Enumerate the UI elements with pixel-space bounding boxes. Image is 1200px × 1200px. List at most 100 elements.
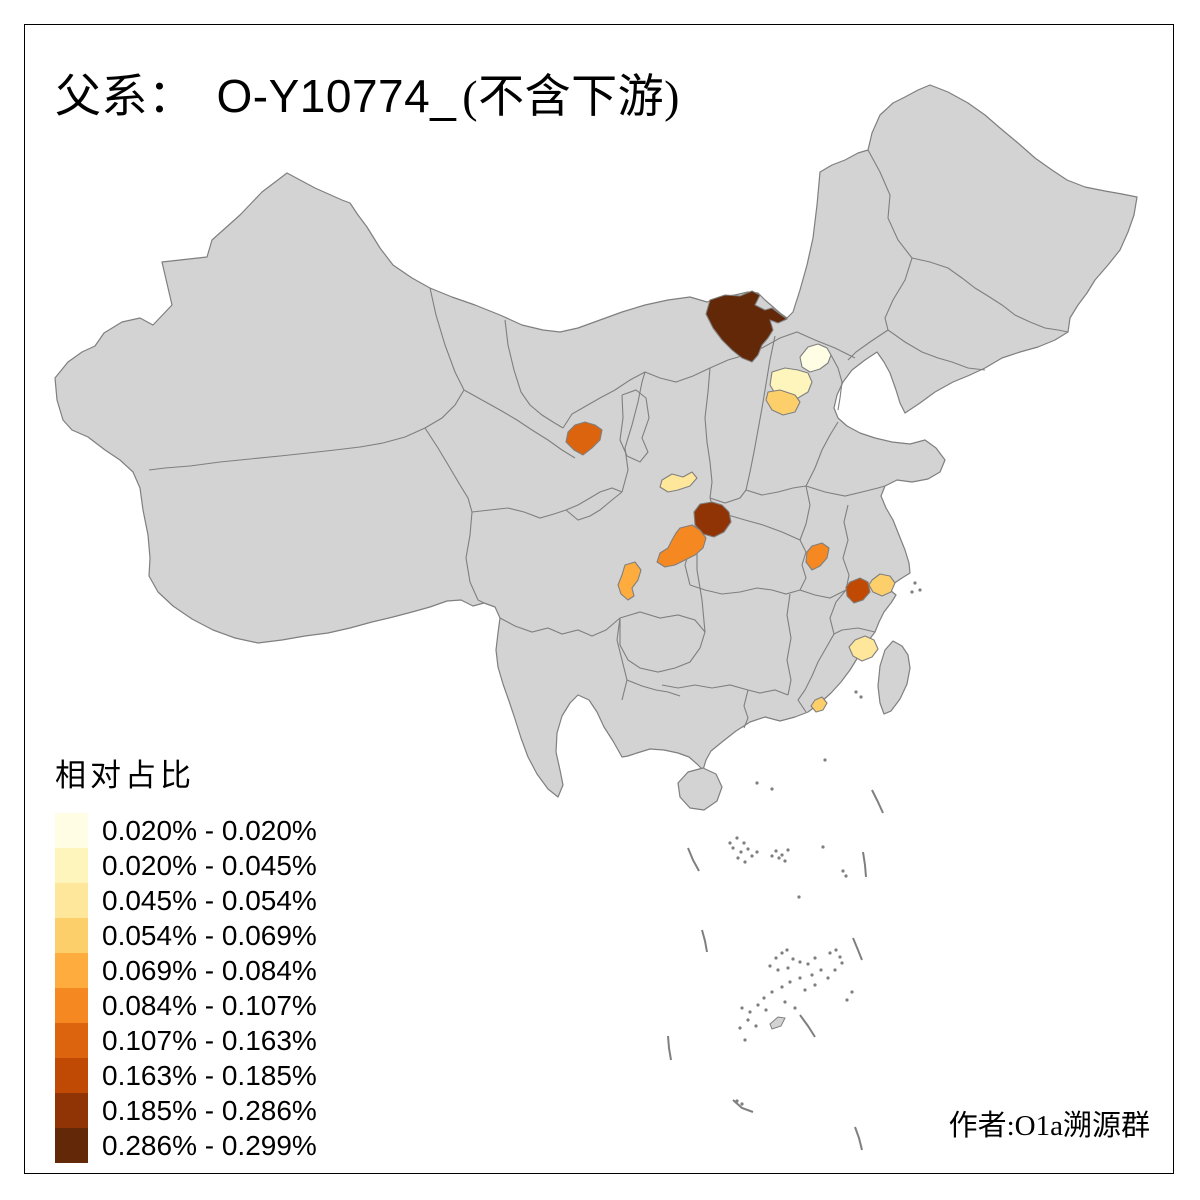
island-dot (910, 590, 914, 594)
map-title: 父系： O-Y10774_ (不含下游) (55, 60, 680, 126)
island-dot (806, 962, 810, 966)
island-dot (834, 948, 838, 952)
island-dot (788, 980, 792, 984)
legend-swatch-9 (55, 1093, 88, 1128)
island-dot (736, 856, 740, 860)
island-dot (823, 758, 827, 762)
choropleth-region-9 (617, 561, 642, 601)
island-dot (738, 1026, 742, 1030)
title-prefix: 父系： (55, 71, 195, 122)
island-dot (768, 964, 772, 968)
choropleth-region-13 (848, 635, 879, 662)
island-dot (780, 985, 784, 989)
island-dot (742, 841, 746, 845)
island-dot (821, 845, 825, 849)
island-dot (918, 588, 922, 592)
island-dot (746, 847, 750, 851)
island-dot (780, 951, 784, 955)
island-dot (791, 957, 795, 961)
island-dot (755, 781, 759, 785)
island-dot (740, 1102, 744, 1106)
legend-label-3: 0.045% - 0.054% (102, 884, 317, 916)
island-dot (728, 841, 732, 845)
choropleth-regions (565, 290, 896, 713)
choropleth-region-2 (799, 343, 832, 373)
legend-swatch-10 (55, 1128, 88, 1163)
island-dots (728, 581, 922, 1106)
title-suffix: (不含下游) (462, 71, 680, 122)
legend-label-4: 0.054% - 0.069% (102, 919, 317, 951)
legend-swatch-8 (55, 1058, 88, 1093)
choropleth-region-10 (805, 542, 830, 571)
legend-label-8: 0.163% - 0.185% (102, 1059, 317, 1091)
island-dot (739, 850, 743, 854)
legend-swatch-4 (55, 918, 88, 953)
island-dot (783, 1000, 787, 1004)
island-dot (770, 990, 774, 994)
island-dot (798, 976, 802, 980)
island-dot (859, 695, 863, 699)
island-dot (844, 874, 848, 878)
island-dot (828, 951, 832, 955)
legend-label-10: 0.286% - 0.299% (102, 1129, 317, 1161)
island-dot (774, 849, 778, 853)
legend-label-5: 0.069% - 0.084% (102, 954, 317, 986)
island-dot (743, 1038, 747, 1042)
island-dot (826, 976, 830, 980)
legend-row-3: 0.045% - 0.054% (55, 883, 317, 918)
legend-label-2: 0.020% - 0.045% (102, 849, 317, 881)
island-dot (770, 854, 774, 858)
choropleth-region-5 (565, 421, 603, 456)
island-dot (786, 966, 790, 970)
island-dot (755, 850, 759, 854)
legend-rows: 0.020% - 0.020% 0.020% - 0.045% 0.045% - 0… (55, 813, 317, 1163)
legend-row-9: 0.185% - 0.286% (55, 1093, 317, 1128)
hainan-island (677, 767, 723, 811)
island-dot (786, 848, 790, 852)
legend-swatch-6 (55, 988, 88, 1023)
legend-swatch-1 (55, 813, 88, 848)
island-dot (762, 996, 766, 1000)
legend-row-6: 0.084% - 0.107% (55, 988, 317, 1023)
island-dot (731, 846, 735, 850)
taiwan-island (877, 640, 911, 715)
island-dot (735, 1099, 739, 1103)
legend-title: 相对占比 (55, 758, 195, 793)
island-dot (770, 787, 774, 791)
author-credit: 作者:O1a溯源群 (948, 1110, 1150, 1142)
legend-label-7: 0.107% - 0.163% (102, 1024, 317, 1056)
land-group (54, 84, 1138, 811)
legend-row-10: 0.286% - 0.299% (55, 1128, 317, 1163)
island-dot (750, 854, 754, 858)
island-dot (813, 956, 817, 960)
legend-label-1: 0.020% - 0.020% (102, 814, 317, 846)
island-dot (776, 968, 780, 972)
island-dot (764, 1008, 768, 1012)
island-dot (813, 983, 817, 987)
island-dot (854, 690, 858, 694)
legend-row-5: 0.069% - 0.084% (55, 953, 317, 988)
legend-row-2: 0.020% - 0.045% (55, 848, 317, 883)
title-haplogroup: O-Y10774_ (216, 70, 457, 122)
sea-islands-group (667, 581, 922, 1151)
island-dot (756, 1003, 760, 1007)
choropleth-region-11 (845, 577, 871, 604)
island-dot (798, 960, 802, 964)
legend-swatch-5 (55, 953, 88, 988)
island-dot (838, 955, 842, 959)
island-dot (833, 968, 837, 972)
nine-dash-segments (667, 789, 884, 1151)
island-dot (783, 859, 787, 863)
island-dot (735, 836, 739, 840)
legend-swatch-2 (55, 848, 88, 883)
legend-label-9: 0.185% - 0.286% (102, 1094, 317, 1126)
legend: 相对占比 0.020% - 0.020% 0.020% - 0.045% 0.045… (55, 750, 317, 1163)
island-dot (754, 1024, 758, 1028)
choropleth-region-6 (659, 471, 698, 493)
island-dot (845, 998, 849, 1002)
island-dot (793, 1006, 797, 1010)
choropleth-region-14 (810, 696, 828, 713)
island-dot (785, 948, 789, 952)
plot-frame (24, 24, 1174, 1174)
